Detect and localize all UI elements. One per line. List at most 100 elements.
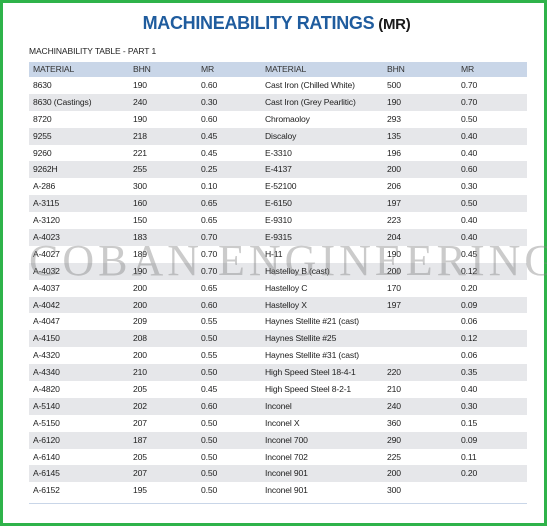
cell-mr-right: 0.40 [461,215,478,226]
cell-bhn-left: 160 [133,198,147,209]
cell-material-left: 8630 (Castings) [33,96,92,107]
cell-bhn-left: 187 [133,434,147,445]
cell-mr-left: 0.45 [201,384,218,395]
cell-material-left: A-4150 [33,333,60,344]
table-row: A-5140 202 0.60 Inconel 240 0.30 [29,397,527,415]
cell-material-left: A-6120 [33,434,60,445]
table-row: A-4820 205 0.45 High Speed Steel 8-2-1 210 0.… [29,381,527,398]
cell-bhn-right: 500 [387,80,401,90]
cell-material-right: Haynes Stellite #31 (cast) [265,350,360,361]
table-row: A-3120 150 0.65 E-9310 223 0.40 [29,212,527,229]
cell-material-right: Hastelloy B (cast) [265,265,330,276]
table-subtitle: MACHINABILITY TABLE - PART 1 [29,46,157,56]
cell-mr-right: 0.40 [461,147,478,158]
table-row: A-6145 207 0.50 Inconel 901 200 0.20 [29,465,527,483]
cell-material-right: Inconel X [265,417,300,428]
cell-material-left: 9255 [33,130,52,141]
cell-mr-right: 0.06 [461,316,478,327]
cell-mr-left: 0.50 [201,434,218,445]
cell-bhn-left: 200 [133,282,147,293]
cell-material-right: Hastelloy X [265,299,307,310]
table-row: A-6120 187 0.50 Inconel 700 290 0.09 [29,431,527,449]
cell-bhn-left: 300 [133,181,147,192]
cell-material-left: 8720 [33,113,52,124]
cell-material-right: E-9310 [265,215,292,226]
cell-material-left: A-4037 [33,282,60,293]
cell-bhn-left: 195 [133,485,147,496]
cell-material-right: Hastelloy C [265,282,308,293]
cell-material-left: A-6152 [33,485,60,496]
cell-mr-left: 0.10 [201,181,218,192]
cell-bhn-left: 208 [133,333,147,344]
cell-bhn-right: 220 [387,367,401,378]
cell-material-right: Cast Iron (Grey Pearlitic) [265,96,356,107]
cell-material-left: A-5150 [33,417,60,428]
cell-material-left: A-3115 [33,198,60,209]
cell-mr-right: 0.50 [461,198,478,209]
cell-material-right: E-6150 [265,198,292,209]
header-material-right: MATERIAL [265,64,307,74]
table-row: 9255 218 0.45 Discaloy 135 0.40 [29,127,527,145]
cell-bhn-left: 189 [133,248,147,259]
cell-material-left: A-4027 [33,248,60,259]
cell-material-right: Inconel 702 [265,451,308,462]
cell-mr-right: 0.06 [461,350,478,361]
table-row: A-4042 200 0.60 Hastelloy X 197 0.09 [29,296,527,314]
cell-mr-left: 0.65 [201,215,218,226]
cell-mr-right: 0.09 [461,434,478,445]
cell-mr-right: 0.70 [461,96,478,107]
cell-material-left: A-4042 [33,299,60,310]
cell-bhn-left: 221 [133,147,147,158]
cell-bhn-left: 190 [133,80,147,90]
cell-mr-left: 0.60 [201,400,218,411]
cell-bhn-right: 360 [387,417,401,428]
cell-mr-left: 0.70 [201,265,218,276]
cell-bhn-right: 290 [387,434,401,445]
cell-bhn-left: 200 [133,350,147,361]
table-row: 9262H 255 0.25 E-4137 200 0.60 [29,161,527,179]
table-row: A-4032 190 0.70 Hastelloy B (cast) 200 0.12 [29,262,527,280]
cell-mr-left: 0.50 [201,417,218,428]
cell-material-right: High Speed Steel 18-4-1 [265,367,356,378]
cell-bhn-left: 150 [133,215,147,226]
cell-material-right: Discaloy [265,130,297,141]
cell-bhn-right: 135 [387,130,401,141]
table-row: 9260 221 0.45 E-3310 196 0.40 [29,145,527,162]
cell-bhn-left: 190 [133,113,147,124]
cell-mr-right: 0.70 [461,80,478,90]
cell-bhn-right: 300 [387,485,401,496]
cell-bhn-right: 223 [387,215,401,226]
cell-bhn-right: 210 [387,384,401,395]
header-bhn-right: BHN [387,64,405,74]
cell-material-right: H-11 [265,248,283,259]
cell-bhn-right: 240 [387,400,401,411]
cell-mr-left: 0.50 [201,468,218,479]
title-main: MACHINEABILITY RATINGS [142,13,375,33]
table-row: A-4023 183 0.70 E-9315 204 0.40 [29,229,527,246]
cell-mr-left: 0.25 [201,164,218,175]
table-row: A-286 300 0.10 E-52100 206 0.30 [29,178,527,195]
cell-mr-left: 0.65 [201,198,218,209]
cell-bhn-right: 196 [387,147,401,158]
header-mr-right: MR [461,64,475,74]
cell-bhn-right: 190 [387,96,401,107]
title-abbr: (MR) [378,16,411,33]
table-row: A-4150 208 0.50 Haynes Stellite #25 0.12 [29,330,527,348]
cell-mr-left: 0.55 [201,316,218,327]
table-row: 8630 (Castings) 240 0.30 Cast Iron (Grey Pe… [29,93,527,111]
header-bhn-left: BHN [133,64,151,74]
cell-bhn-right: 225 [387,451,401,462]
cell-material-left: A-4032 [33,265,60,276]
cell-bhn-right: 200 [387,468,401,479]
cell-mr-right: 0.35 [461,367,478,378]
cell-material-left: 9260 [33,147,52,158]
cell-material-right: Inconel 700 [265,434,308,445]
cell-mr-left: 0.45 [201,147,218,158]
cell-mr-left: 0.50 [201,485,218,496]
machinability-table: MATERIAL BHN MR MATERIAL BHN MR 8630 190 0… [29,62,527,499]
cell-bhn-left: 205 [133,451,147,462]
cell-material-left: A-4820 [33,384,60,395]
cell-bhn-right: 206 [387,181,401,192]
cell-mr-left: 0.70 [201,248,218,259]
cell-material-left: A-6145 [33,468,60,479]
